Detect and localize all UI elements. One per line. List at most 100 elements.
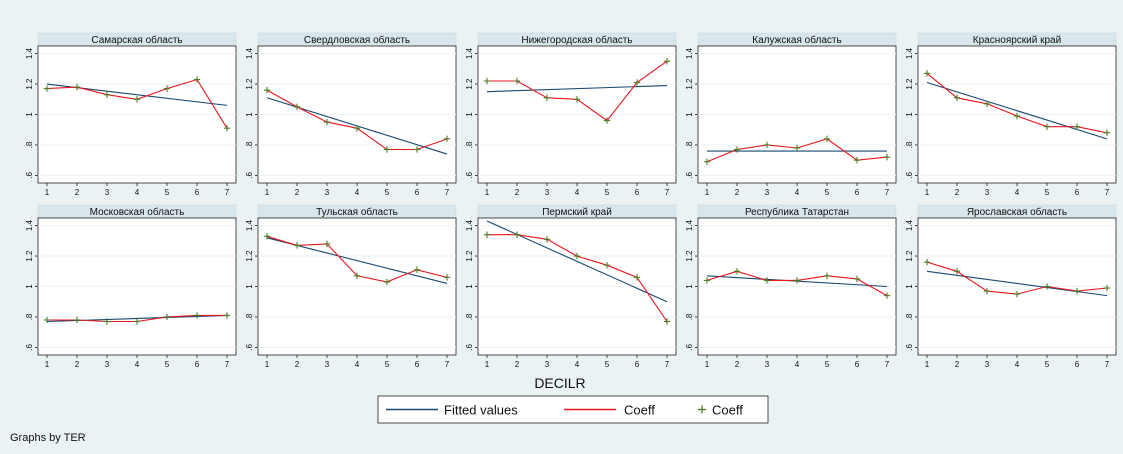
x-tick-label: 4 [575, 360, 580, 369]
y-tick-label: 1.4 [465, 220, 474, 232]
y-tick-label: 1.2 [905, 78, 914, 90]
x-tick-label: 1 [705, 360, 710, 369]
x-tick-label: 2 [735, 360, 740, 369]
x-tick-label: 2 [735, 188, 740, 197]
x-tick-label: 6 [855, 360, 860, 369]
y-tick-label: 1.2 [905, 250, 914, 262]
coeff-point [733, 268, 741, 275]
x-tick-label: 1 [485, 188, 490, 197]
coeff-point [853, 156, 861, 164]
x-tick-label: 2 [295, 360, 300, 369]
y-tick-label: 1.4 [245, 220, 254, 232]
y-tick-label: .8 [245, 141, 254, 148]
coeff-point [923, 258, 931, 266]
coeff-point [983, 100, 991, 108]
y-tick-label: .6 [245, 172, 254, 179]
panel-title: Калужская область [752, 34, 841, 46]
x-tick-label: 2 [955, 188, 960, 197]
y-tick-label: .6 [25, 172, 34, 179]
panel-3: Нижегородская область .6 .8 1 1.2 1.4 1 2 3 4 5 6 7 [465, 32, 677, 197]
y-tick-label: 1.4 [685, 220, 694, 232]
y-tick-label: 1.2 [25, 78, 34, 90]
coeff-point [413, 266, 421, 273]
coeff-point [573, 96, 581, 103]
y-tick-label: .8 [905, 313, 914, 320]
x-tick-label: 1 [45, 360, 50, 369]
coeff-point [193, 312, 201, 319]
coeff-point [703, 158, 711, 165]
coeff-point [323, 240, 331, 248]
y-tick-label: .6 [905, 344, 914, 351]
coeff-point [263, 233, 271, 240]
x-tick-label: 3 [545, 360, 550, 369]
x-tick-label: 7 [225, 360, 230, 369]
x-tick-label: 2 [515, 188, 520, 197]
coeff-point [883, 153, 891, 161]
y-tick-label: .8 [25, 313, 34, 320]
x-tick-label: 1 [265, 360, 270, 369]
coeff-point [353, 125, 361, 132]
panel-title: Московская область [90, 206, 185, 218]
x-tick-label: 4 [795, 360, 800, 369]
graphs-by-note: Graphs by TER [10, 432, 86, 444]
y-tick-label: 1.4 [245, 48, 254, 60]
panel-5: Красноярский край .6 .8 1 1.2 1.4 1 2 3 4 5 6 7 [905, 32, 1117, 197]
coeff-point [483, 231, 491, 238]
x-tick-label: 5 [385, 188, 390, 197]
y-tick-label: 1 [465, 284, 474, 289]
panel-title: Тульская область [316, 206, 398, 218]
x-tick-label: 6 [635, 360, 640, 369]
coeff-point [103, 91, 111, 98]
coeff-point [1013, 112, 1021, 120]
x-tick-label: 6 [195, 188, 200, 197]
x-tick-label: 5 [605, 360, 610, 369]
y-tick-label: 1.2 [245, 78, 254, 90]
y-tick-label: 1 [245, 284, 254, 289]
y-tick-label: .6 [25, 344, 34, 351]
coeff-point [483, 77, 491, 85]
y-tick-label: .8 [465, 313, 474, 320]
x-tick-label: 6 [1075, 188, 1080, 197]
y-tick-label: 1.2 [245, 250, 254, 262]
legend: Fitted values Coeff Coeff [377, 395, 769, 424]
y-tick-label: .6 [685, 172, 694, 179]
panel-title: Самарская область [91, 34, 182, 46]
panel-title: Нижегородская область [521, 34, 632, 46]
coeff-point [73, 316, 81, 324]
coeff-point [353, 272, 361, 280]
x-tick-label: 6 [195, 360, 200, 369]
coeff-point [443, 274, 451, 281]
x-tick-label: 6 [415, 360, 420, 369]
coeff-point [823, 272, 831, 280]
panel-title: Свердловская область [304, 34, 410, 46]
coeff-point [133, 96, 141, 103]
x-tick-label: 7 [665, 360, 670, 369]
coeff-point [953, 268, 961, 275]
y-tick-label: 1.2 [685, 250, 694, 262]
coeff-point [163, 85, 171, 92]
panel-1: Самарская область .6 .8 1 1.2 1.4 1 2 3 4 5 6 7 [25, 32, 237, 197]
y-tick-label: .6 [685, 344, 694, 351]
x-tick-label: 7 [665, 188, 670, 197]
y-tick-label: 1 [25, 284, 34, 289]
x-tick-label: 3 [105, 360, 110, 369]
coeff-point [413, 146, 421, 153]
y-tick-label: 1 [685, 112, 694, 117]
x-tick-label: 4 [355, 188, 360, 197]
x-tick-label: 7 [445, 360, 450, 369]
y-tick-label: 1.2 [25, 250, 34, 262]
x-tick-label: 4 [355, 360, 360, 369]
x-tick-label: 5 [825, 360, 830, 369]
x-tick-label: 3 [325, 360, 330, 369]
y-tick-label: 1.2 [465, 78, 474, 90]
coeff-point [263, 86, 271, 94]
coeff-point [573, 252, 581, 260]
y-tick-label: .8 [465, 141, 474, 148]
coeff-point [603, 261, 611, 269]
x-tick-label: 5 [165, 360, 170, 369]
y-tick-label: 1 [905, 112, 914, 117]
coeff-point [383, 278, 391, 286]
coeff-point [793, 144, 801, 152]
x-tick-label: 6 [1075, 360, 1080, 369]
